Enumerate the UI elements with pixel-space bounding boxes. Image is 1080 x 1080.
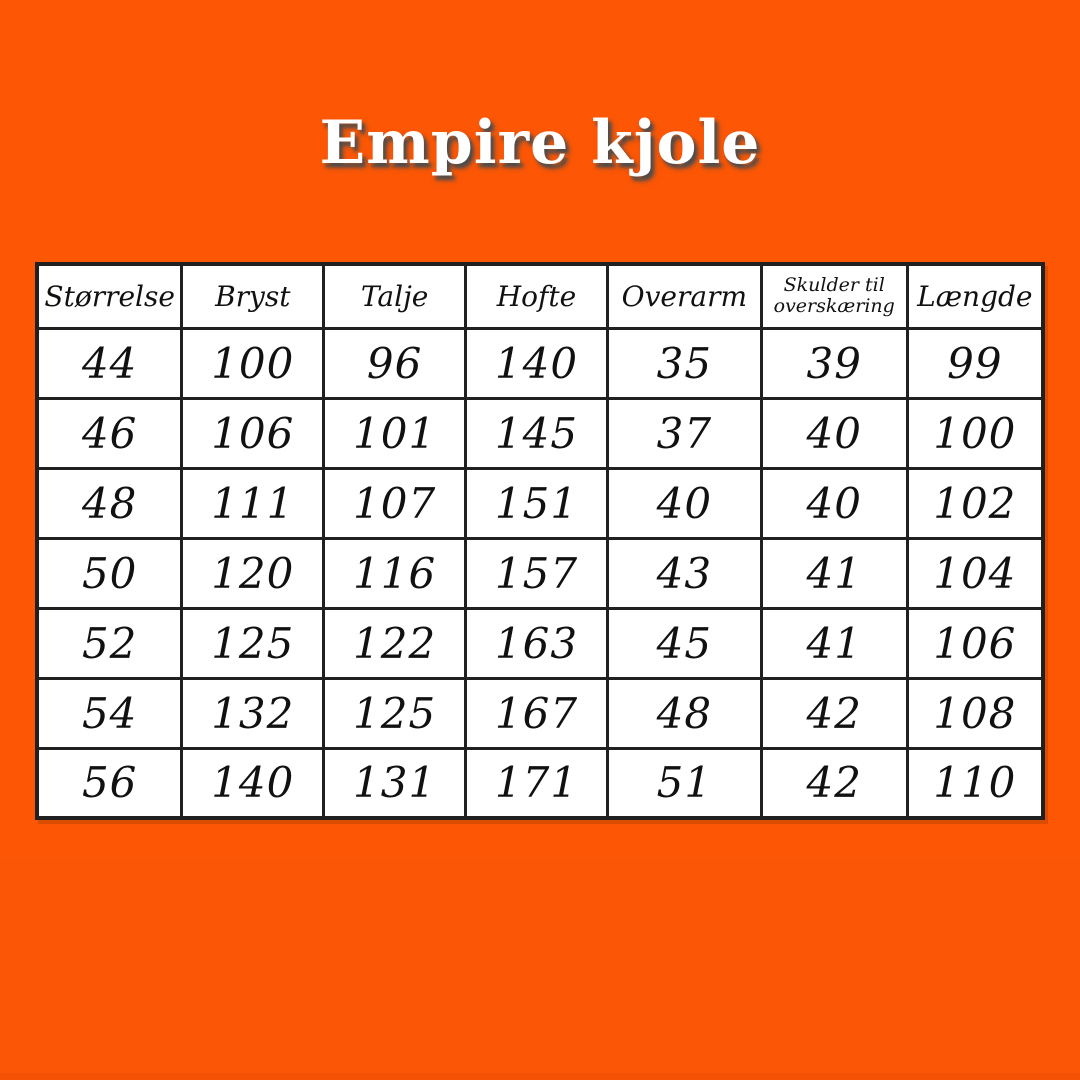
table-cell: 48 xyxy=(35,466,184,540)
table-cell: 157 xyxy=(464,536,609,610)
table-cell: 100 xyxy=(180,326,326,400)
table-row: 56 140 131 171 51 42 110 xyxy=(35,746,1045,820)
background-band-bottom xyxy=(0,1073,1080,1080)
table-cell: 171 xyxy=(464,746,609,820)
header-overarm: Overarm xyxy=(605,262,763,330)
table-cell: 100 xyxy=(905,396,1045,470)
table-cell: 43 xyxy=(605,536,763,610)
table-cell: 104 xyxy=(905,536,1045,610)
table-cell: 116 xyxy=(322,536,468,610)
table-cell: 45 xyxy=(605,606,763,680)
table-cell: 41 xyxy=(759,606,909,680)
table-cell: 140 xyxy=(180,746,326,820)
table-cell: 111 xyxy=(180,466,326,540)
table-cell: 51 xyxy=(605,746,763,820)
table-cell: 108 xyxy=(905,676,1045,750)
header-stoerrelse: Størrelse xyxy=(35,262,184,330)
table-cell: 40 xyxy=(759,396,909,470)
header-laengde: Længde xyxy=(905,262,1045,330)
header-hofte: Hofte xyxy=(464,262,609,330)
table-cell: 110 xyxy=(905,746,1045,820)
table-cell: 101 xyxy=(322,396,468,470)
table-row: 48 111 107 151 40 40 102 xyxy=(35,466,1045,540)
table-cell: 140 xyxy=(464,326,609,400)
header-skulder-til-overskaering: Skulder til overskæring xyxy=(759,262,909,330)
table-cell: 41 xyxy=(759,536,909,610)
table-row: 46 106 101 145 37 40 100 xyxy=(35,396,1045,470)
table-cell: 40 xyxy=(759,466,909,540)
table-cell: 125 xyxy=(180,606,326,680)
table-cell: 35 xyxy=(605,326,763,400)
table-cell: 122 xyxy=(322,606,468,680)
table-row: 52 125 122 163 45 41 106 xyxy=(35,606,1045,680)
table-row: 54 132 125 167 48 42 108 xyxy=(35,676,1045,750)
table-row: 44 100 96 140 35 39 99 xyxy=(35,326,1045,400)
table-cell: 48 xyxy=(605,676,763,750)
table-cell: 42 xyxy=(759,746,909,820)
table-cell: 131 xyxy=(322,746,468,820)
table-cell: 106 xyxy=(180,396,326,470)
size-chart-container: Størrelse Bryst Talje Hofte Overarm Skul… xyxy=(35,262,1045,820)
table-cell: 54 xyxy=(35,676,184,750)
table-cell: 52 xyxy=(35,606,184,680)
header-talje: Talje xyxy=(322,262,468,330)
table-cell: 46 xyxy=(35,396,184,470)
table-cell: 40 xyxy=(605,466,763,540)
header-bryst: Bryst xyxy=(180,262,326,330)
table-cell: 102 xyxy=(905,466,1045,540)
background-band xyxy=(0,861,1080,1073)
table-row: 50 120 116 157 43 41 104 xyxy=(35,536,1045,610)
size-chart-table: Størrelse Bryst Talje Hofte Overarm Skul… xyxy=(35,262,1045,820)
table-cell: 39 xyxy=(759,326,909,400)
table-cell: 120 xyxy=(180,536,326,610)
table-cell: 145 xyxy=(464,396,609,470)
table-cell: 37 xyxy=(605,396,763,470)
table-cell: 96 xyxy=(322,326,468,400)
table-cell: 151 xyxy=(464,466,609,540)
table-cell: 107 xyxy=(322,466,468,540)
table-cell: 106 xyxy=(905,606,1045,680)
table-cell: 42 xyxy=(759,676,909,750)
header-row: Størrelse Bryst Talje Hofte Overarm Skul… xyxy=(35,262,1045,330)
table-cell: 44 xyxy=(35,326,184,400)
table-cell: 132 xyxy=(180,676,326,750)
table-cell: 163 xyxy=(464,606,609,680)
page-title: Empire kjole xyxy=(319,108,761,178)
table-cell: 99 xyxy=(905,326,1045,400)
table-cell: 125 xyxy=(322,676,468,750)
table-cell: 167 xyxy=(464,676,609,750)
table-cell: 50 xyxy=(35,536,184,610)
table-cell: 56 xyxy=(35,746,184,820)
